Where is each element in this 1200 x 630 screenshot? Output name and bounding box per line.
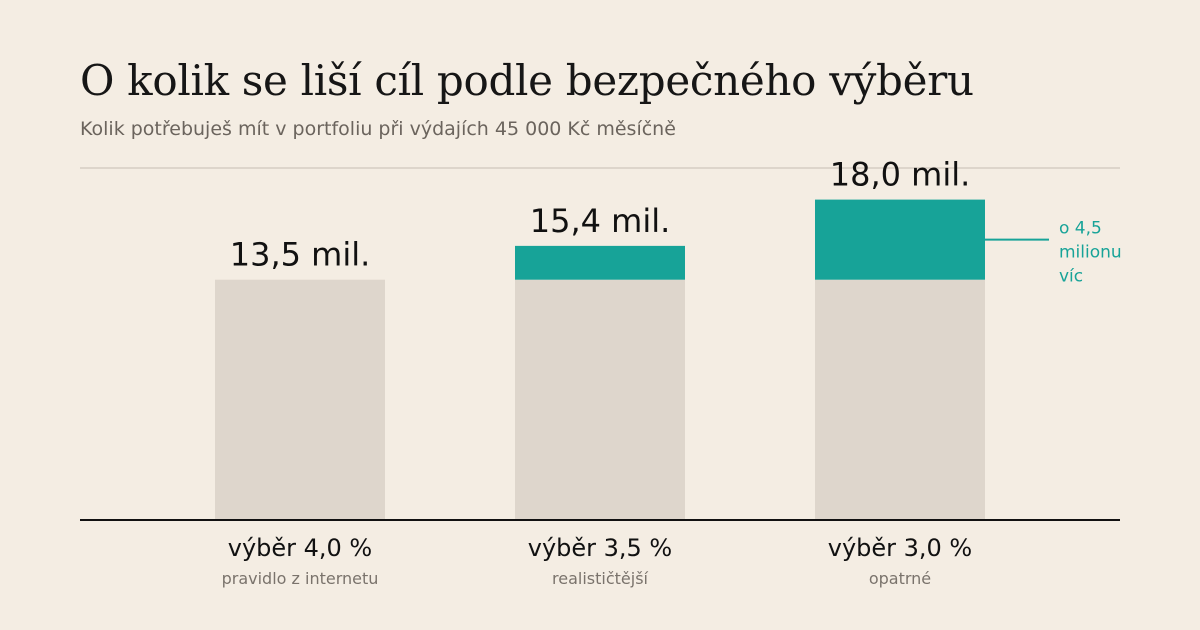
annotation-line-2: milionu: [1059, 243, 1122, 263]
category-label-2: výběr 3,5 %: [528, 534, 673, 562]
category-label-3: výběr 3,0 %: [828, 534, 973, 562]
labels-group: 13,5 mil. výběr 4,0 % pravidlo z internetu…: [222, 156, 973, 588]
annotation-line-1: o 4,5: [1059, 219, 1102, 239]
annotation-label: o 4,5 milionu víc: [1059, 219, 1122, 287]
category-note-2: realističtější: [552, 569, 649, 588]
bar-increment-2: [515, 245, 685, 280]
annotation-group: o 4,5 milionu víc: [985, 219, 1122, 287]
chart-title: O kolik se liší cíl podle bezpečného výb…: [80, 56, 974, 105]
chart-subtitle: Kolik potřebuješ mít v portfoliu při výd…: [80, 118, 676, 140]
value-label-1: 13,5 mil.: [230, 236, 371, 274]
value-label-2: 15,4 mil.: [530, 202, 671, 240]
value-label-3: 18,0 mil.: [830, 156, 971, 194]
bars-group: [215, 199, 985, 520]
category-label-1: výběr 4,0 %: [228, 534, 373, 562]
bar-base-3: [815, 279, 985, 520]
annotation-line-3: víc: [1059, 267, 1083, 287]
bar-base-2: [515, 279, 685, 520]
bar-increment-3: [815, 199, 985, 280]
category-note-1: pravidlo z internetu: [222, 569, 379, 588]
bar-base-1: [215, 279, 385, 520]
category-note-3: opatrné: [869, 569, 931, 588]
